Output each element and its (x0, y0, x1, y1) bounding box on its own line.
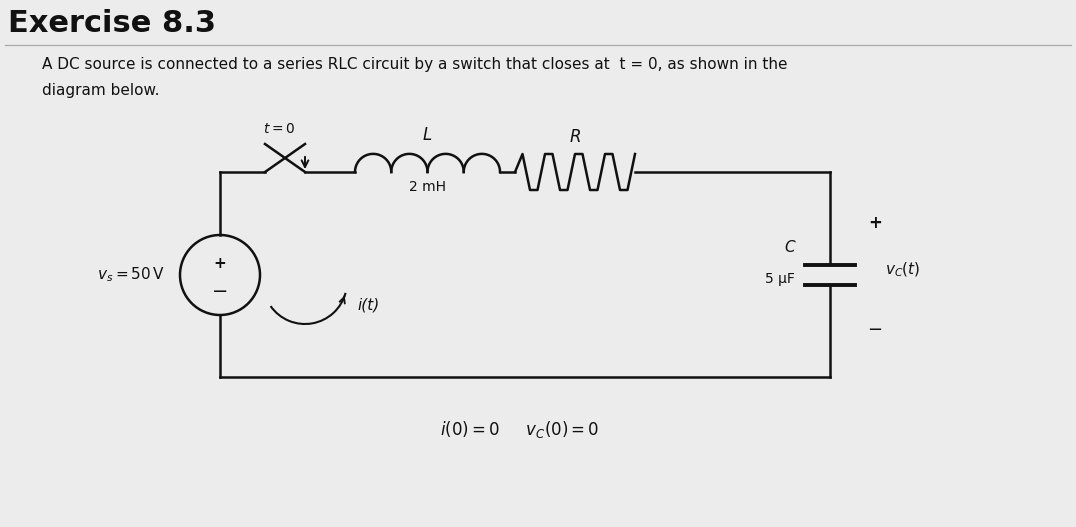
Text: +: + (868, 214, 882, 232)
Text: $v_s = 50\,\mathrm{V}$: $v_s = 50\,\mathrm{V}$ (97, 266, 165, 285)
Text: R: R (569, 128, 581, 146)
Text: C: C (784, 239, 795, 255)
Text: $v_C(t)$: $v_C(t)$ (884, 261, 920, 279)
Text: −: − (212, 282, 228, 301)
Text: A DC source is connected to a series RLC circuit by a switch that closes at  t =: A DC source is connected to a series RLC… (42, 57, 788, 72)
Text: −: − (867, 321, 882, 339)
Text: $i(0) = 0$     $v_C(0) = 0$: $i(0) = 0$ $v_C(0) = 0$ (440, 419, 599, 440)
Text: Exercise 8.3: Exercise 8.3 (8, 9, 216, 38)
Text: diagram below.: diagram below. (42, 83, 159, 98)
Text: i(t): i(t) (357, 297, 379, 312)
Text: +: + (214, 256, 226, 270)
Text: L: L (423, 126, 433, 144)
Text: 5 μF: 5 μF (765, 272, 795, 286)
Text: 2 mH: 2 mH (409, 180, 445, 194)
Text: $t=0$: $t=0$ (263, 122, 295, 136)
